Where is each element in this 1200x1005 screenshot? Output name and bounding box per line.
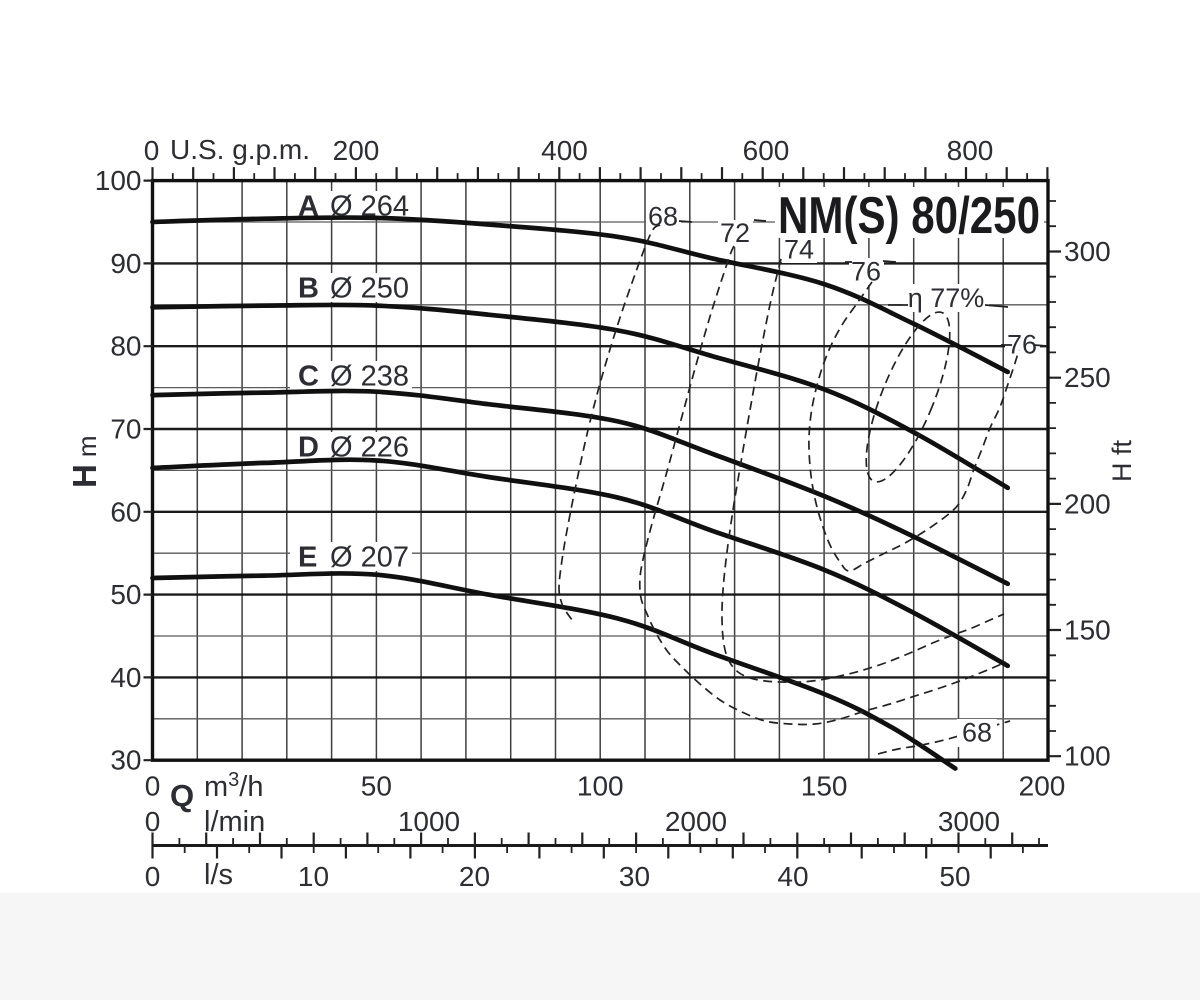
svg-text:H ft: H ft: [1107, 439, 1137, 482]
svg-text:l/s: l/s: [204, 859, 233, 891]
svg-text:40: 40: [777, 861, 808, 892]
svg-text:U.S. g.p.m.: U.S. g.p.m.: [170, 134, 310, 165]
svg-text:D: D: [298, 432, 319, 464]
svg-text:76: 76: [851, 257, 881, 287]
svg-text:150: 150: [801, 771, 848, 802]
svg-text:150: 150: [1064, 615, 1111, 646]
svg-text:74: 74: [784, 235, 814, 265]
svg-text:30: 30: [110, 745, 141, 776]
svg-text:600: 600: [743, 135, 790, 166]
svg-text:40: 40: [110, 662, 141, 693]
svg-text:20: 20: [459, 861, 490, 892]
svg-text:60: 60: [110, 496, 141, 527]
svg-text:η 77%: η 77%: [908, 283, 985, 313]
svg-text:Ø 250: Ø 250: [330, 273, 409, 305]
svg-text:B: B: [298, 273, 319, 305]
svg-text:100: 100: [1064, 741, 1111, 772]
svg-text:800: 800: [947, 135, 994, 166]
svg-text:70: 70: [110, 414, 141, 445]
svg-text:E: E: [298, 542, 317, 574]
svg-text:0: 0: [145, 861, 161, 892]
svg-text:3000: 3000: [938, 806, 1000, 837]
svg-text:Ø 207: Ø 207: [330, 542, 409, 574]
svg-text:C: C: [298, 361, 319, 393]
svg-text:l/min: l/min: [204, 806, 265, 838]
svg-text:300: 300: [1064, 236, 1111, 267]
svg-text:0: 0: [144, 135, 160, 166]
svg-text:200: 200: [1064, 488, 1111, 519]
svg-text:Q: Q: [170, 778, 194, 813]
svg-text:0: 0: [145, 771, 161, 802]
svg-text:50: 50: [361, 771, 392, 802]
svg-text:50: 50: [939, 861, 970, 892]
svg-text:80: 80: [110, 331, 141, 362]
svg-text:100: 100: [577, 771, 624, 802]
svg-text:72: 72: [720, 218, 750, 248]
svg-text:30: 30: [619, 861, 650, 892]
svg-text:68: 68: [648, 202, 678, 232]
svg-text:68: 68: [962, 718, 992, 748]
svg-text:0: 0: [145, 806, 161, 837]
svg-text:Ø 264: Ø 264: [330, 191, 409, 223]
svg-text:1000: 1000: [398, 806, 460, 837]
svg-text:10: 10: [298, 861, 329, 892]
svg-text:NM(S) 80/250: NM(S) 80/250: [778, 187, 1040, 245]
svg-text:Ø 226: Ø 226: [330, 432, 409, 464]
svg-text:400: 400: [541, 135, 588, 166]
svg-text:76: 76: [1007, 330, 1037, 360]
svg-text:A: A: [298, 191, 319, 223]
svg-text:2000: 2000: [665, 806, 727, 837]
svg-text:100: 100: [95, 165, 142, 196]
svg-text:90: 90: [110, 248, 141, 279]
svg-text:200: 200: [1019, 771, 1066, 802]
svg-text:Ø 238: Ø 238: [330, 361, 409, 393]
svg-text:250: 250: [1064, 362, 1111, 393]
svg-text:200: 200: [333, 135, 380, 166]
svg-text:50: 50: [110, 579, 141, 610]
